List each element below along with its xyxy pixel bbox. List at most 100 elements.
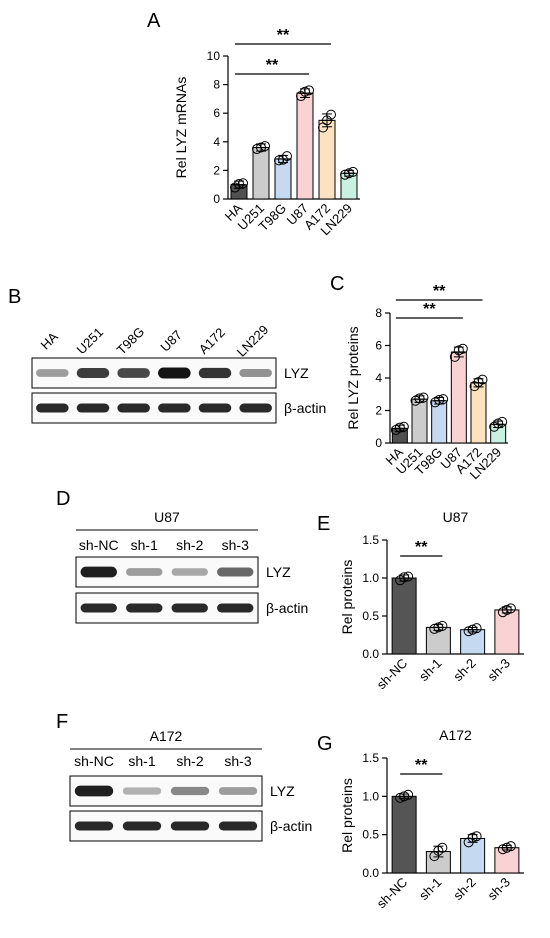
blot-band — [80, 603, 117, 613]
blot-band — [198, 403, 232, 413]
lane-label: A172 — [196, 325, 228, 357]
bar-u87 — [450, 351, 467, 444]
y-tick-label: 10 — [207, 49, 221, 63]
y-tick-label: 0.5 — [362, 609, 379, 623]
x-tick-label: sh-2 — [450, 656, 478, 684]
x-tick-label: sh-NC — [374, 875, 411, 912]
blot-band — [239, 369, 272, 377]
blot-row-label: β-actin — [284, 400, 326, 416]
data-point — [260, 141, 270, 152]
data-point — [399, 572, 410, 583]
blot-band — [74, 821, 114, 831]
blot-band — [36, 369, 69, 377]
data-point — [414, 393, 425, 404]
lane-label: sh-1 — [128, 753, 155, 769]
blot-band — [80, 566, 117, 578]
x-tick-label: sh-2 — [450, 875, 478, 903]
blot-band — [158, 367, 191, 379]
bar-u251 — [252, 147, 270, 200]
blot-title: U87 — [154, 509, 180, 525]
y-axis-label: Rel LYZ proteins — [345, 326, 361, 429]
blot-band — [76, 368, 110, 378]
blot-band — [218, 821, 258, 831]
data-point — [493, 418, 504, 429]
y-tick-label: 0 — [375, 436, 382, 450]
bar-sh-nc — [391, 577, 417, 655]
data-point — [501, 604, 512, 615]
data-point — [433, 845, 444, 856]
lane-label: sh-3 — [222, 537, 249, 553]
lane-label: sh-3 — [224, 753, 251, 769]
blot-band — [217, 603, 254, 613]
significance-label: ** — [423, 301, 436, 318]
lane-label: U251 — [74, 325, 107, 358]
y-tick-label: 2 — [375, 404, 382, 418]
blot-band — [126, 568, 163, 576]
blot-row-label: β-actin — [270, 818, 312, 834]
blot-band — [158, 403, 191, 413]
panel-label-G: G — [317, 733, 333, 755]
blot-band — [170, 786, 210, 796]
data-point — [322, 115, 332, 126]
data-point — [238, 178, 248, 189]
data-point — [278, 154, 288, 165]
panel-label-A: A — [147, 10, 161, 32]
blot-strip — [31, 357, 277, 389]
significance-label: ** — [266, 57, 279, 74]
data-point — [473, 377, 484, 388]
y-tick-label: 0.0 — [362, 866, 379, 880]
lane-label: sh-1 — [131, 537, 158, 553]
blot-band — [217, 567, 254, 577]
data-point — [434, 394, 445, 405]
data-point — [300, 86, 310, 97]
lane-label: U87 — [157, 327, 184, 354]
significance-label: ** — [415, 539, 428, 556]
y-tick-label: 8 — [213, 78, 220, 92]
panel-label-B: B — [8, 286, 21, 308]
x-tick-label: sh-1 — [416, 656, 444, 684]
data-point — [274, 155, 284, 166]
blot-band — [171, 603, 208, 613]
bar-u87 — [296, 92, 314, 200]
y-tick-label: 1.5 — [362, 751, 379, 765]
y-tick-label: 4 — [375, 371, 382, 385]
blot-band — [126, 603, 163, 613]
blot-band — [122, 787, 162, 795]
data-point — [418, 392, 429, 403]
data-point — [467, 832, 478, 843]
lane-label: sh-NC — [79, 537, 119, 553]
panel-label-C: C — [330, 273, 344, 295]
y-tick-label: 0.0 — [362, 647, 379, 661]
panel-label-E: E — [317, 513, 330, 535]
x-tick-label: sh-NC — [374, 656, 411, 693]
y-tick-label: 4 — [213, 135, 220, 149]
lane-label: LN229 — [234, 322, 272, 360]
x-tick-label: sh-3 — [485, 875, 513, 903]
data-point — [467, 624, 478, 635]
y-axis-label: Rel proteins — [339, 560, 355, 635]
bar-sh-nc — [391, 795, 417, 874]
chart-E: 0.0 0.5 1.0 1.5 Rel proteins U87 sh-NC sh-1 sh-2… — [339, 509, 524, 692]
blot-row-label: LYZ — [270, 783, 295, 799]
significance-label: ** — [415, 757, 428, 774]
bar-sh-3 — [494, 609, 520, 655]
blot-band — [170, 821, 210, 831]
bar-a172 — [470, 382, 487, 444]
blot-row-label: β-actin — [266, 600, 308, 616]
data-point — [501, 842, 512, 853]
blot-title: A172 — [150, 728, 183, 744]
chart-title: U87 — [443, 509, 469, 525]
data-point — [394, 422, 405, 433]
data-point — [256, 142, 266, 153]
significance-label: ** — [277, 27, 290, 44]
blot-row-label: LYZ — [284, 365, 309, 381]
y-tick-label: 6 — [375, 339, 382, 353]
y-tick-label: 2 — [213, 163, 220, 177]
x-tick-label: sh-3 — [485, 656, 513, 684]
lane-label: sh-2 — [176, 537, 203, 553]
western-blot-B: HA U251 T98G U87 A172 LN229 LYZ β-actin — [31, 322, 326, 424]
data-point — [234, 178, 244, 189]
